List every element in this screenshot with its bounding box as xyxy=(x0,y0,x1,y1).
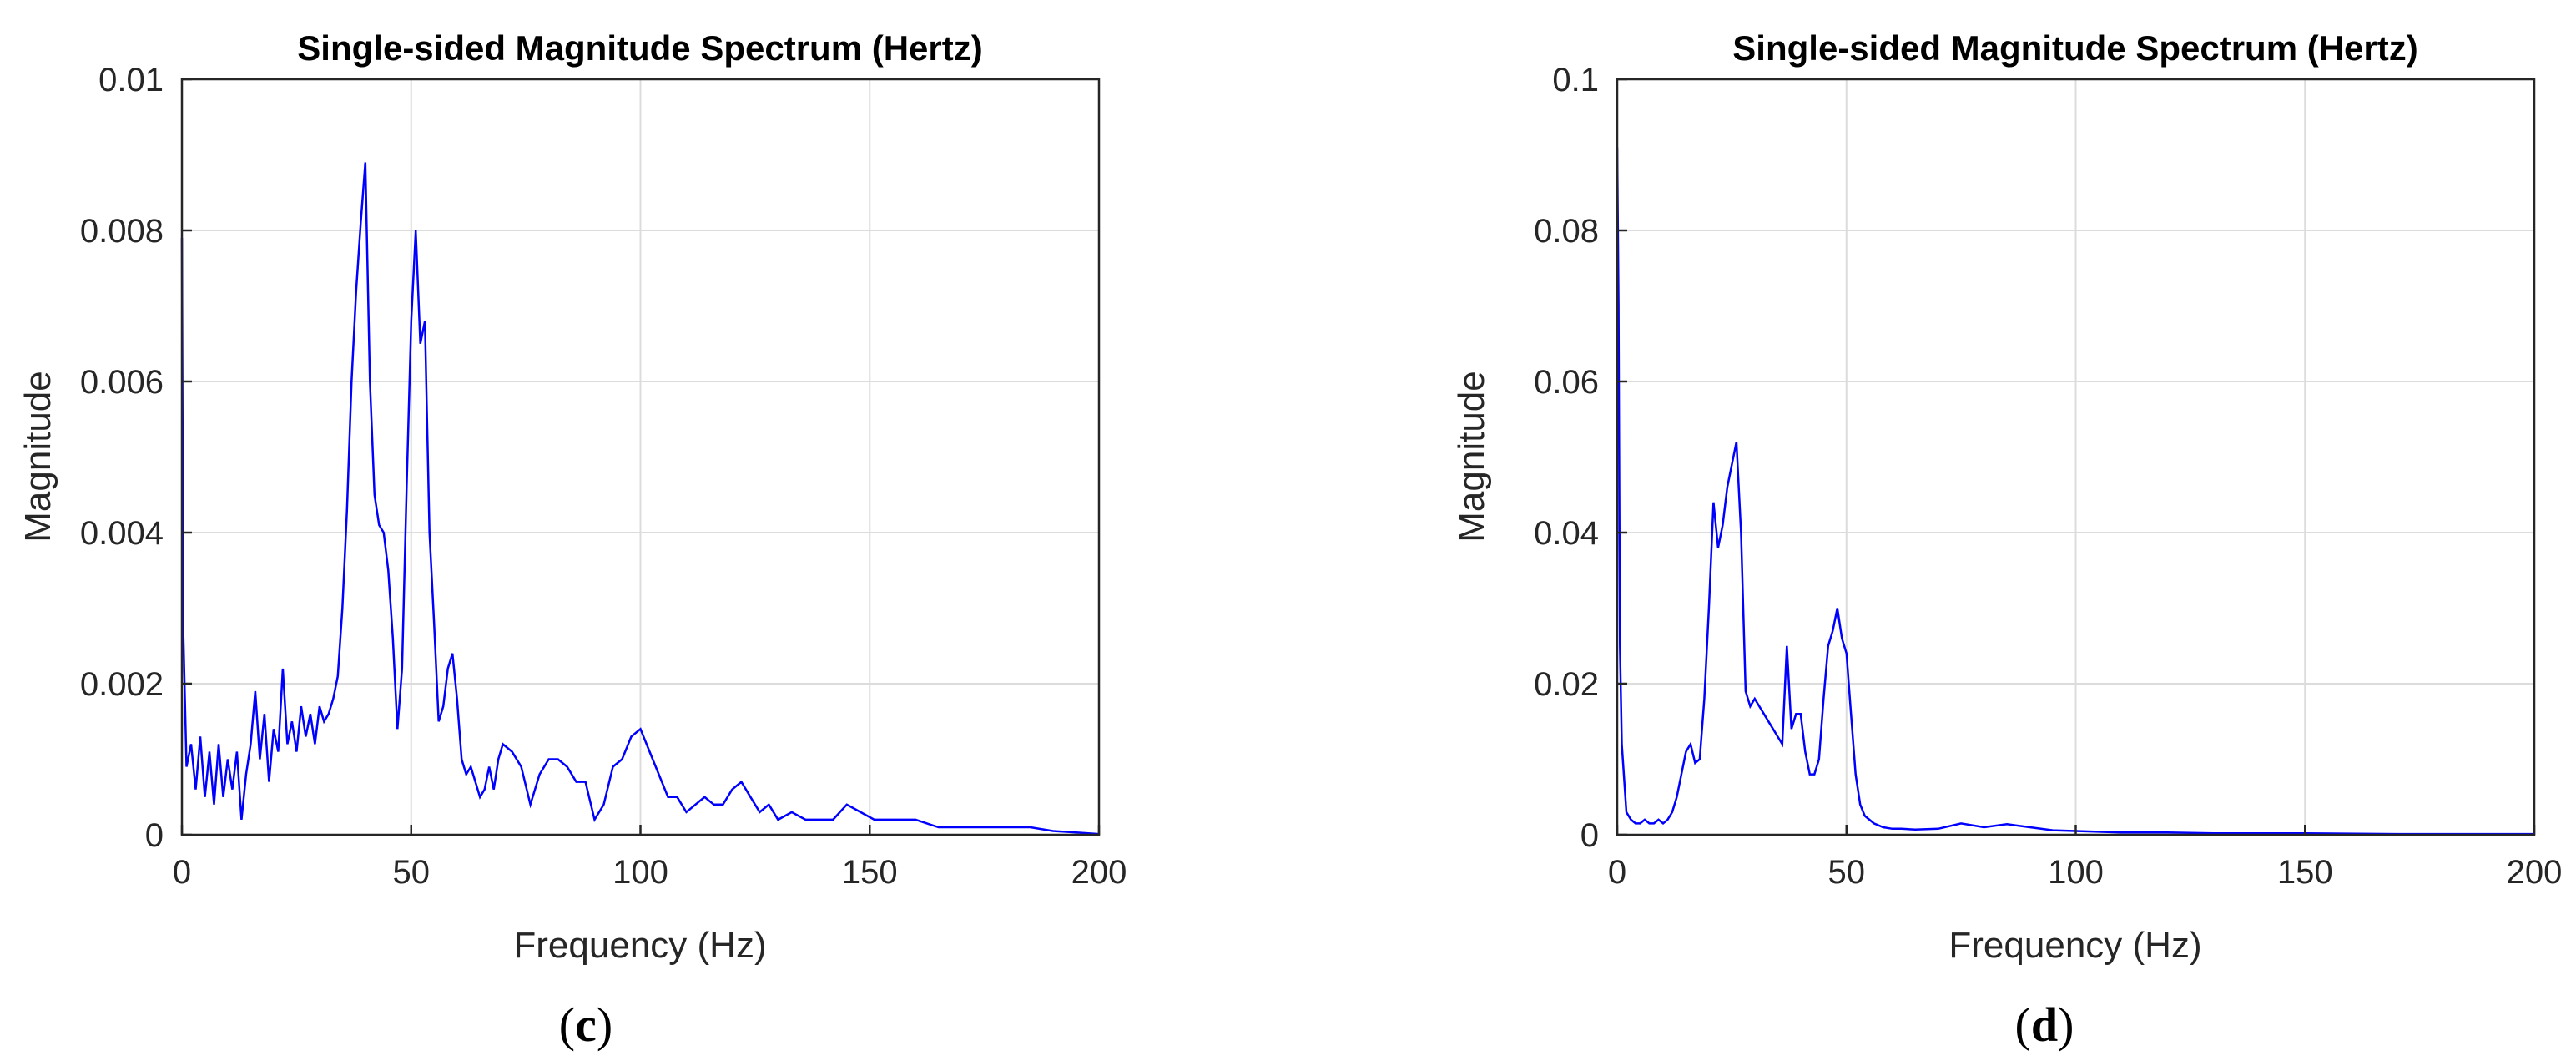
x-tick-label: 150 xyxy=(842,854,898,891)
y-tick-label: 0.04 xyxy=(1534,515,1599,552)
spectrum-panel-c: Single-sided Magnitude Spectrum (Hertz) … xyxy=(18,28,1127,1052)
y-tick-label: 0 xyxy=(1580,817,1599,854)
x-tick-label: 0 xyxy=(1608,854,1626,891)
y-axis-label: Magnitude xyxy=(1451,371,1492,542)
y-tick-label: 0.004 xyxy=(80,515,164,552)
x-axis-label: Frequency (Hz) xyxy=(513,925,766,966)
x-tick-label: 0 xyxy=(173,854,191,891)
caption-letter: d xyxy=(2031,998,2058,1052)
spectrum-panel-d: Single-sided Magnitude Spectrum (Hertz) … xyxy=(1451,28,2562,1052)
y-tick-label: 0.08 xyxy=(1534,213,1599,250)
x-tick-label: 200 xyxy=(2507,854,2563,891)
x-ticks: 0 50 100 150 200 xyxy=(1608,825,2563,891)
x-tick-label: 100 xyxy=(2048,854,2104,891)
x-tick-label: 50 xyxy=(1828,854,1866,891)
x-tick-label: 150 xyxy=(2277,854,2333,891)
y-axis-label: Magnitude xyxy=(18,371,58,542)
y-tick-label: 0 xyxy=(145,817,164,854)
y-tick-label: 0.006 xyxy=(80,364,164,401)
y-tick-label: 0.01 xyxy=(98,62,164,99)
x-tick-label: 50 xyxy=(393,854,431,891)
spectrum-line xyxy=(180,162,1100,836)
panel-caption: (c) xyxy=(559,998,612,1052)
x-ticks: 0 50 100 150 200 xyxy=(173,825,1127,891)
y-ticks: 0 0.002 0.004 0.006 0.008 0.01 xyxy=(80,62,192,854)
caption-letter: c xyxy=(575,998,597,1052)
y-tick-label: 0.02 xyxy=(1534,666,1599,703)
y-ticks: 0 0.02 0.04 0.06 0.08 0.1 xyxy=(1534,62,1627,854)
x-tick-label: 200 xyxy=(1071,854,1127,891)
y-tick-label: 0.1 xyxy=(1552,62,1599,99)
spectrum-line xyxy=(1616,147,2534,836)
x-axis-label: Frequency (Hz) xyxy=(1948,925,2201,966)
chart-title: Single-sided Magnitude Spectrum (Hertz) xyxy=(297,28,982,68)
y-tick-label: 0.002 xyxy=(80,666,164,703)
chart-title: Single-sided Magnitude Spectrum (Hertz) xyxy=(1732,28,2417,68)
panel-caption: (d) xyxy=(2015,998,2074,1052)
y-tick-label: 0.008 xyxy=(80,213,164,250)
x-tick-label: 100 xyxy=(612,854,668,891)
y-tick-label: 0.06 xyxy=(1534,364,1599,401)
